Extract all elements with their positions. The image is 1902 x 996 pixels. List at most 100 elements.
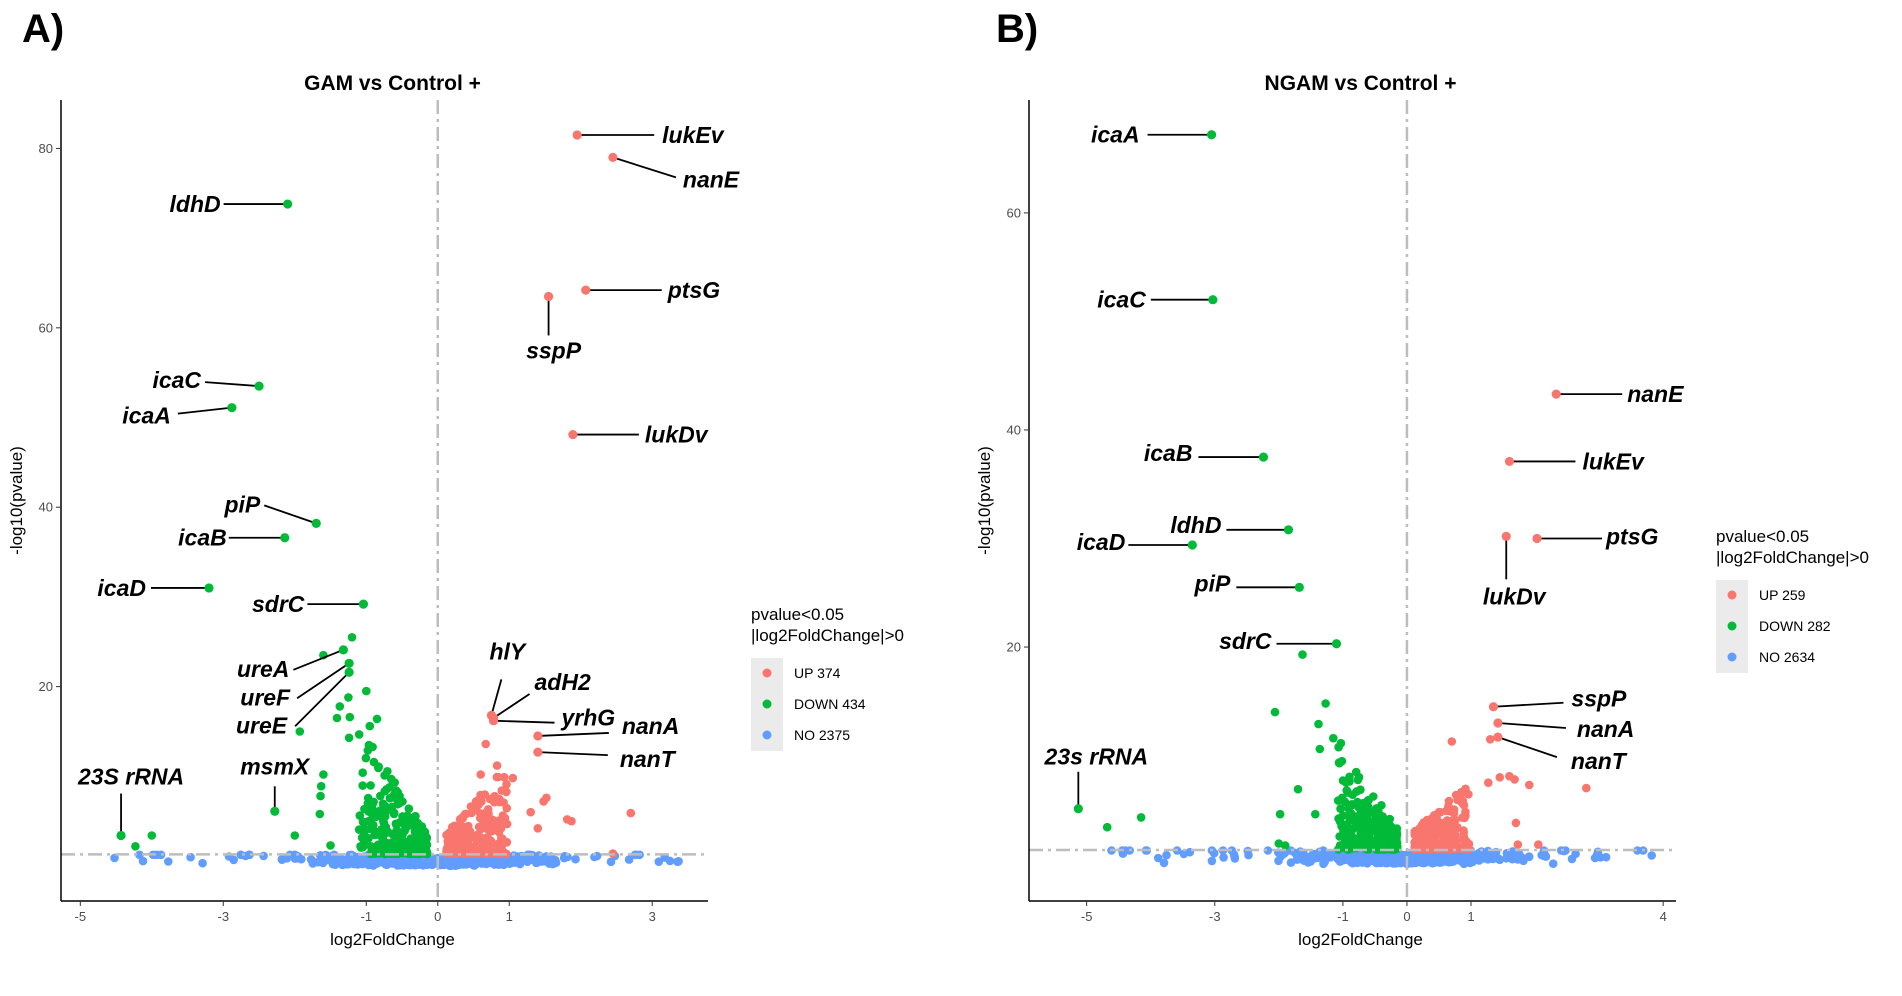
legend-label: UP 259 xyxy=(1759,587,1806,603)
gene-label: ureE xyxy=(236,712,288,738)
gene-label: piP xyxy=(1194,570,1231,596)
x-tick-label: -1 xyxy=(1337,909,1349,924)
labeled-point-icaA xyxy=(227,403,237,413)
point-up xyxy=(1525,780,1534,790)
gene-label: icaB xyxy=(178,525,227,551)
point-down xyxy=(374,840,384,849)
point-down xyxy=(355,811,365,820)
label-leader-line xyxy=(1497,722,1566,729)
point-no xyxy=(532,858,542,867)
gene-label: 23s rRNA xyxy=(1044,744,1149,770)
labeled-point-icaB xyxy=(1258,452,1269,462)
point-no xyxy=(1537,850,1546,860)
point-no xyxy=(1601,852,1611,862)
point-down xyxy=(1360,810,1369,820)
gene-label: ureF xyxy=(240,684,291,710)
x-tick-label: 1 xyxy=(506,909,513,924)
point-down xyxy=(380,825,390,835)
labeled-point-sspP xyxy=(1488,702,1499,712)
labeled-point-ldhD xyxy=(1283,525,1294,535)
point-down xyxy=(363,793,373,803)
labeled-point-piP xyxy=(1294,582,1304,592)
point-up xyxy=(468,843,478,853)
labeled-point-nanT xyxy=(533,747,543,757)
point-no xyxy=(1372,858,1381,868)
point-down xyxy=(1337,756,1347,766)
labeled-point-ptsG xyxy=(1532,533,1542,544)
point-down xyxy=(363,746,373,755)
legend-title: pvalue<0.05 xyxy=(751,605,844,624)
point-down xyxy=(1368,823,1377,832)
point-no xyxy=(259,851,268,861)
point-up xyxy=(482,824,492,834)
point-down xyxy=(366,781,375,790)
legend-title: pvalue<0.05 xyxy=(1716,527,1809,546)
point-down xyxy=(1275,809,1285,819)
point-no xyxy=(135,850,144,860)
legend-key-no xyxy=(1727,652,1737,662)
point-down xyxy=(370,809,379,819)
point-down xyxy=(1298,650,1307,659)
x-tick-label: -1 xyxy=(360,909,372,924)
point-up xyxy=(465,833,474,842)
point-no xyxy=(1276,852,1286,861)
labeled-point-ldhD xyxy=(283,199,293,209)
y-axis-title: -log10(pvalue) xyxy=(7,446,26,555)
point-down xyxy=(404,804,414,813)
point-down xyxy=(1346,812,1355,821)
point-no xyxy=(592,851,602,861)
point-no xyxy=(1320,857,1329,867)
point-down xyxy=(1343,819,1352,829)
point-down xyxy=(1369,792,1378,801)
point-up xyxy=(1431,827,1441,836)
point-down xyxy=(1102,822,1112,832)
point-no xyxy=(164,857,173,866)
point-down xyxy=(1352,812,1362,821)
point-no xyxy=(349,859,359,869)
point-down xyxy=(376,812,386,822)
gene-label: piP xyxy=(223,491,260,517)
point-no xyxy=(342,856,351,865)
labeled-point-lukDv xyxy=(568,429,578,440)
legend-label: NO 2634 xyxy=(1759,649,1815,665)
x-tick-label: -3 xyxy=(218,909,230,924)
x-tick-label: 3 xyxy=(649,909,656,924)
point-no xyxy=(358,859,367,869)
point-up xyxy=(1446,845,1455,854)
point-down xyxy=(1381,832,1391,841)
gene-label: ptsG xyxy=(1605,523,1659,549)
point-down xyxy=(370,848,380,858)
point-down xyxy=(1338,831,1347,840)
label-leader-line xyxy=(177,406,232,415)
point-no xyxy=(138,856,148,866)
point-no xyxy=(383,857,392,867)
point-down xyxy=(383,845,392,855)
labeled-point-23S-rRNA xyxy=(116,830,126,841)
point-down xyxy=(395,794,404,804)
labeled-point-icaD xyxy=(204,583,214,593)
point-down xyxy=(1385,814,1395,824)
point-down xyxy=(1136,813,1146,822)
x-tick-label: -5 xyxy=(1081,909,1093,924)
point-no xyxy=(245,850,254,860)
point-up xyxy=(1510,775,1519,784)
labeled-point-ptsG xyxy=(581,285,591,295)
point-up xyxy=(492,761,502,770)
labeled-point-msmX xyxy=(270,806,280,816)
gene-label: lukEv xyxy=(1582,448,1645,474)
legend-label: DOWN 282 xyxy=(1759,618,1831,634)
point-up xyxy=(1484,778,1493,787)
point-no xyxy=(1427,853,1437,862)
point-down xyxy=(1314,719,1323,729)
point-down xyxy=(332,713,342,723)
gene-label: sdrC xyxy=(252,591,305,617)
point-no xyxy=(1524,852,1534,861)
legend-label: NO 2375 xyxy=(794,727,850,743)
gene-label: lukDv xyxy=(1483,583,1547,609)
point-down xyxy=(1336,804,1345,813)
panel-label: A) xyxy=(22,7,64,51)
point-down xyxy=(1378,813,1388,823)
plot-title: NGAM vs Control + xyxy=(1265,72,1457,95)
point-down xyxy=(410,833,419,843)
point-up xyxy=(1460,813,1469,823)
